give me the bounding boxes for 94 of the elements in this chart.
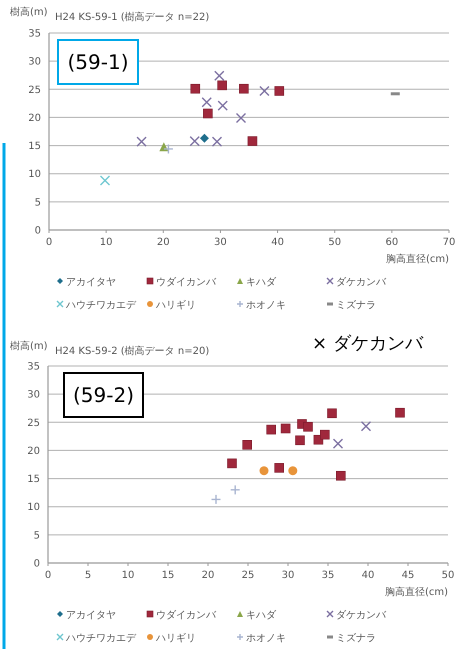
x-tick-label: 70	[442, 237, 456, 248]
x-tick-label: 60	[385, 237, 398, 248]
legend-label: ホオノキ	[246, 300, 286, 311]
legend-label: ミズナラ	[336, 632, 376, 644]
point	[236, 112, 246, 124]
x-tick-label: 10	[122, 570, 134, 581]
legend-label: ハウチワカエデ	[65, 300, 137, 311]
y-tick-label: 30	[28, 56, 41, 68]
y-tick-label: 20	[27, 446, 40, 457]
point	[210, 494, 222, 505]
x-tick-label: 45	[402, 570, 414, 581]
chart-title: H24 KS-59-1 (樹高データ n=22)	[55, 11, 210, 23]
y-tick-label: 20	[28, 112, 41, 124]
annotation: (59-2)	[73, 383, 134, 407]
point	[332, 438, 344, 449]
point	[163, 144, 174, 154]
legend-label: ウダイカンバ	[156, 609, 217, 621]
point	[239, 84, 249, 94]
y-tick-label: 25	[27, 418, 40, 429]
x-tick-label: 25	[242, 570, 254, 581]
y-tick-label: 10	[28, 169, 41, 180]
point	[200, 134, 209, 143]
point	[295, 435, 305, 446]
x-tick-label: 20	[156, 237, 170, 248]
y-tick-label: 0	[34, 558, 40, 570]
legend-label: ハリギリ	[155, 299, 196, 311]
x-tick-label: 15	[162, 570, 174, 581]
legend-label: ハリギリ	[155, 632, 196, 644]
x-tick-label: 5	[84, 570, 92, 581]
y-tick-label: 5	[34, 530, 40, 542]
point	[230, 484, 240, 496]
point	[360, 421, 372, 432]
point	[260, 466, 268, 476]
annotation: (59-1)	[68, 50, 128, 74]
x-tick-label: 10	[100, 237, 113, 248]
legend-label: ホオノキ	[246, 633, 286, 644]
legend-label: ハウチワカエデ	[65, 633, 137, 644]
point	[288, 466, 298, 476]
y-tick-label: 25	[28, 84, 41, 96]
point	[303, 422, 313, 432]
point	[190, 84, 200, 94]
x-tick-label: 50	[442, 570, 454, 581]
point	[218, 100, 228, 111]
point	[202, 97, 212, 108]
y-tick-label: 15	[27, 474, 40, 486]
point	[266, 424, 276, 434]
y-tick-label: 35	[28, 28, 41, 40]
y-tick-label: 35	[27, 362, 40, 372]
y-axis-title: 樹高(m)	[10, 340, 48, 352]
legend-label: キハダ	[246, 609, 277, 621]
point	[212, 136, 222, 147]
point	[259, 86, 270, 96]
point	[242, 440, 252, 450]
point	[274, 463, 284, 473]
point	[136, 136, 147, 147]
x-axis-title: 胸高直径(cm)	[384, 586, 448, 598]
y-tick-label: 15	[28, 141, 41, 152]
x-tick-label: 40	[362, 570, 374, 581]
point	[203, 108, 213, 118]
point	[327, 408, 337, 418]
y-axis-title: 樹高(m)	[10, 6, 48, 18]
point	[100, 175, 110, 186]
x-tick-label: 0	[44, 570, 52, 581]
x-tick-label: 20	[202, 570, 214, 581]
point	[248, 136, 258, 146]
point	[190, 136, 200, 146]
legend-label: ミズナラ	[336, 299, 376, 311]
chart-title: H24 KS-59-2 (樹高データ n=20)	[55, 345, 210, 357]
point	[214, 70, 224, 81]
point	[274, 86, 284, 96]
legend-label: アカイタヤ	[66, 277, 116, 288]
text: × ダケカンバ	[312, 333, 424, 354]
legend-label: キハダ	[246, 276, 277, 288]
legend-label: ダケカンバ	[336, 609, 387, 621]
x-tick-label: 35	[322, 570, 334, 581]
point	[227, 458, 237, 468]
x-axis-title: 胸高直径(cm)	[386, 253, 450, 265]
legend-label: ダケカンバ	[336, 276, 387, 288]
y-tick-label: 30	[27, 390, 40, 401]
legend-label: ウダイカンバ	[156, 276, 217, 288]
point	[217, 80, 227, 90]
y-tick-label: 5	[34, 197, 41, 208]
point	[336, 470, 346, 481]
point	[320, 430, 330, 440]
point	[280, 424, 290, 434]
point	[395, 408, 405, 418]
x-tick-label: 30	[282, 570, 294, 581]
y-tick-label: 10	[27, 502, 40, 514]
y-tick-label: 0	[34, 226, 41, 236]
x-tick-label: 50	[328, 237, 342, 248]
x-tick-label: 40	[271, 237, 284, 248]
legend-label: アカイタヤ	[66, 610, 116, 621]
x-tick-label: 30	[214, 237, 227, 248]
x-tick-label: 0	[46, 237, 52, 248]
